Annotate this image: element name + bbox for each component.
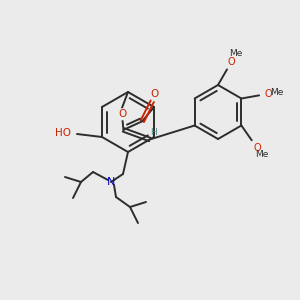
Text: O: O	[118, 109, 127, 119]
Text: Me: Me	[229, 49, 243, 58]
Text: O: O	[150, 89, 158, 99]
Text: Me: Me	[270, 88, 284, 97]
Text: HO: HO	[55, 128, 71, 138]
Text: O: O	[253, 142, 261, 153]
Text: Me: Me	[255, 151, 269, 160]
Text: H: H	[150, 128, 157, 137]
Text: O: O	[228, 57, 235, 67]
Text: O: O	[264, 89, 272, 99]
Text: N: N	[107, 177, 115, 187]
